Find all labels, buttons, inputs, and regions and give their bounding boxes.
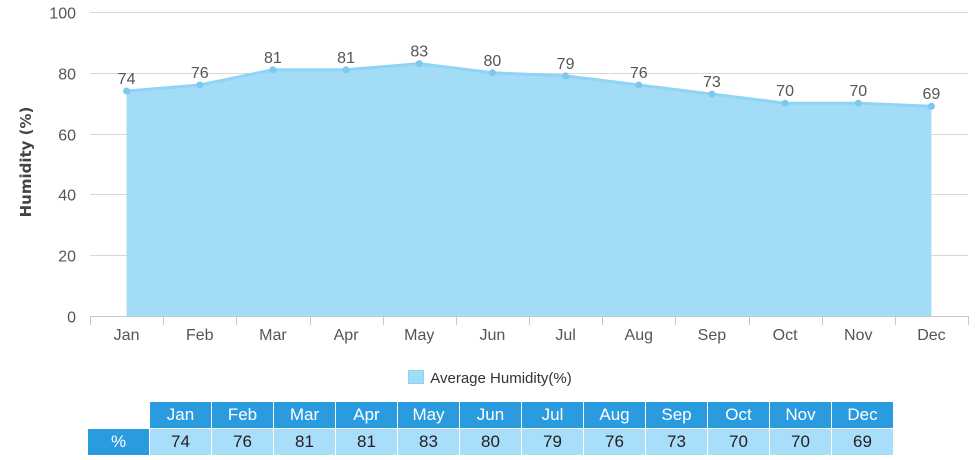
legend-swatch <box>408 370 425 384</box>
table-value-cell: 81 <box>273 428 336 456</box>
table-value-cell: 81 <box>335 428 398 456</box>
data-label: 79 <box>557 56 575 73</box>
data-label: 73 <box>703 74 721 91</box>
x-tick-label: Jul <box>555 327 575 344</box>
chart-legend[interactable]: Average Humidity(%) <box>0 370 980 387</box>
table-value-cell: 70 <box>769 428 832 456</box>
x-tick-label: May <box>404 327 434 344</box>
table-value-cell: 79 <box>521 428 584 456</box>
x-tick-label: Sep <box>698 327 727 344</box>
data-label: 76 <box>630 65 648 82</box>
table-header-cell: Jul <box>521 402 584 429</box>
data-label: 69 <box>923 86 941 103</box>
data-label: 74 <box>118 71 136 88</box>
x-tick-label: Feb <box>186 327 214 344</box>
series-area <box>126 63 932 317</box>
data-point <box>854 99 862 107</box>
table-value-cell: 69 <box>831 428 894 456</box>
data-point <box>123 87 131 95</box>
table-header-cell: Jun <box>459 402 522 429</box>
y-tick-label: 20 <box>58 249 76 266</box>
x-tick-label: Apr <box>334 327 360 344</box>
table-value-cell: 70 <box>707 428 770 456</box>
table-row-label: % <box>88 428 150 456</box>
x-tick-label: Nov <box>844 327 872 344</box>
table-value-cell: 73 <box>645 428 708 456</box>
y-tick-label: 80 <box>58 67 76 84</box>
x-tick-label: Dec <box>917 327 945 344</box>
humidity-chart: 74 76 81 81 83 80 79 76 73 70 70 69 0 20 40 60 80 100 Jan… <box>17 6 969 344</box>
table-value-cell: 83 <box>397 428 460 456</box>
legend-label: Average Humidity(%) <box>430 370 572 387</box>
x-tick-label: Mar <box>259 327 287 344</box>
table-header-cell: Sep <box>645 402 708 429</box>
data-point <box>781 99 789 107</box>
y-axis-label: Humidity (%) <box>17 107 35 218</box>
table-value-row: % 74 76 81 81 83 80 79 76 73 70 70 69 <box>88 428 894 456</box>
data-label: 81 <box>337 50 355 67</box>
y-tick-label: 60 <box>58 128 76 145</box>
x-tick-label: Aug <box>625 327 653 344</box>
y-tick-label: 100 <box>49 6 76 23</box>
table-value-cell: 76 <box>583 428 646 456</box>
data-point <box>342 66 350 74</box>
data-label: 81 <box>264 50 282 67</box>
table-header-cell: Feb <box>211 402 274 429</box>
table-header-cell: Nov <box>769 402 832 429</box>
table-header-cell: May <box>397 402 460 429</box>
data-point <box>196 81 204 89</box>
data-label: 76 <box>191 65 209 82</box>
table-value-cell: 74 <box>149 428 212 456</box>
data-label: 83 <box>410 44 428 61</box>
table-header-cell: Dec <box>831 402 894 429</box>
data-point <box>708 90 716 98</box>
table-header-row: Jan Feb Mar Apr May Jun Jul Aug Sep Oct … <box>88 402 894 429</box>
table-header-cell: Mar <box>273 402 336 429</box>
series-line <box>126 62 932 108</box>
data-point <box>927 102 935 110</box>
humidity-table: Jan Feb Mar Apr May Jun Jul Aug Sep Oct … <box>88 402 894 456</box>
x-tick-label: Oct <box>773 327 798 344</box>
data-point <box>488 69 496 77</box>
data-point <box>562 72 570 80</box>
x-tick-label: Jan <box>114 327 140 344</box>
data-label: 70 <box>776 83 794 100</box>
y-tick-label: 40 <box>58 188 76 205</box>
data-label: 70 <box>849 83 867 100</box>
table-header-cell: Oct <box>707 402 770 429</box>
data-point <box>415 60 423 68</box>
y-tick-label: 0 <box>67 310 76 327</box>
data-point <box>635 81 643 89</box>
data-label: 80 <box>484 53 502 70</box>
table-header-cell: Jan <box>149 402 212 429</box>
table-header-cell: Apr <box>335 402 398 429</box>
table-value-cell: 80 <box>459 428 522 456</box>
x-tick-label: Jun <box>480 327 506 344</box>
plot-area: 74 76 81 81 83 80 79 76 73 70 70 69 <box>118 44 941 317</box>
table-header-cell: Aug <box>583 402 646 429</box>
table-value-cell: 76 <box>211 428 274 456</box>
axes: 0 20 40 60 80 100 Jan Feb Mar Apr May Jun Jul Aug Sep O… <box>49 6 969 344</box>
table-corner-cell <box>88 402 150 429</box>
data-point <box>269 66 277 74</box>
